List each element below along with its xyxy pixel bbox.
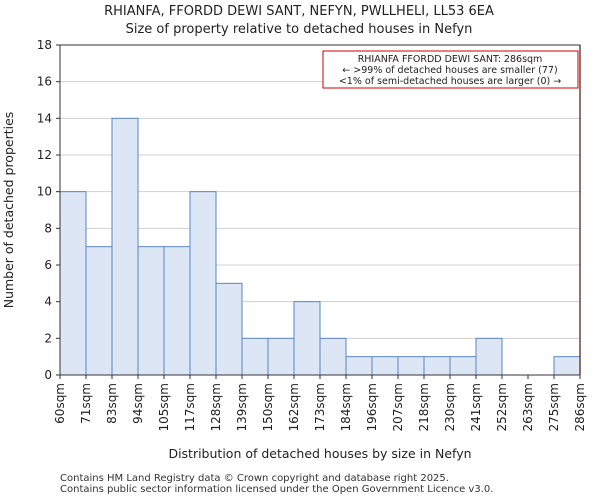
bar-139sqm: [241, 337, 269, 376]
bar-218sqm: [423, 356, 451, 376]
chart-title: RHIANFA, FFORDD DEWI SANT, NEFYN, PWLLHE…: [104, 4, 494, 19]
x-tick-label-105sqm: 105sqm: [157, 383, 171, 431]
x-tick-label-286sqm: 286sqm: [573, 383, 587, 431]
x-tick-label-263sqm: 263sqm: [521, 383, 535, 431]
y-tick-label-10: 10: [37, 185, 52, 199]
bar-94sqm: [137, 246, 165, 376]
y-tick-label-2: 2: [44, 331, 52, 345]
bar-162sqm: [293, 301, 321, 376]
x-tick-label-162sqm: 162sqm: [287, 383, 301, 431]
x-tick-label-71sqm: 71sqm: [79, 383, 93, 424]
annotation-line-2: ← >99% of detached houses are smaller (7…: [342, 65, 557, 76]
x-tick-label-173sqm: 173sqm: [313, 383, 327, 431]
y-axis-label: Number of detached properties: [1, 112, 16, 309]
bar-241sqm: [475, 337, 503, 376]
bar-184sqm: [345, 356, 373, 376]
bar-207sqm: [397, 356, 425, 376]
bar-60sqm: [59, 191, 87, 376]
y-tick-label-6: 6: [44, 258, 52, 272]
x-tick-label-241sqm: 241sqm: [469, 383, 483, 431]
chart-subtitle: Size of property relative to detached ho…: [126, 22, 473, 37]
x-tick-label-117sqm: 117sqm: [183, 383, 197, 431]
y-axis-ticks: 0 2 4 6 8 10 12 14 16 18: [37, 38, 60, 382]
y-tick-label-14: 14: [37, 111, 52, 125]
bar-128sqm: [215, 282, 243, 376]
y-tick-label-0: 0: [44, 368, 52, 382]
bar-230sqm: [449, 356, 477, 376]
footer-line-1: Contains HM Land Registry data © Crown c…: [60, 473, 449, 484]
x-tick-label-230sqm: 230sqm: [443, 383, 457, 431]
annotation-line-1: RHIANFA FFORDD DEWI SANT: 286sqm: [358, 54, 543, 65]
footer-line-2: Contains public sector information licen…: [60, 484, 494, 495]
x-tick-label-139sqm: 139sqm: [235, 383, 249, 431]
y-tick-label-12: 12: [37, 148, 52, 162]
annotation-border: [322, 50, 579, 89]
x-tick-label-218sqm: 218sqm: [417, 383, 431, 431]
bar-196sqm: [371, 356, 399, 376]
bar-83sqm: [111, 117, 139, 376]
x-axis-ticks: 60sqm 71sqm 83sqm 94sqm 105sqm 117sqm 128sqm 13…: [53, 375, 587, 431]
x-axis-label: Distribution of detached houses by size …: [168, 446, 471, 461]
bar-173sqm: [319, 337, 347, 376]
y-tick-label-8: 8: [44, 221, 52, 235]
bar-105sqm: [163, 246, 191, 376]
x-tick-label-94sqm: 94sqm: [131, 383, 145, 424]
x-tick-label-207sqm: 207sqm: [391, 383, 405, 431]
x-tick-label-83sqm: 83sqm: [105, 383, 119, 424]
x-tick-label-60sqm: 60sqm: [53, 383, 67, 424]
y-tick-label-18: 18: [37, 38, 52, 52]
annotation-box: RHIANFA FFORDD DEWI SANT: 286sqm ← >99% …: [322, 50, 579, 89]
y-tick-label-4: 4: [44, 295, 52, 309]
bar-71sqm: [85, 246, 113, 376]
x-tick-label-252sqm: 252sqm: [495, 383, 509, 431]
x-tick-label-150sqm: 150sqm: [261, 383, 275, 431]
x-tick-label-275sqm: 275sqm: [547, 383, 561, 431]
x-tick-label-184sqm: 184sqm: [339, 383, 353, 431]
annotation-line-3: <1% of semi-detached houses are larger (…: [339, 76, 561, 87]
x-tick-label-128sqm: 128sqm: [209, 383, 223, 431]
x-tick-label-196sqm: 196sqm: [365, 383, 379, 431]
bars: [59, 117, 581, 376]
bar-117sqm: [189, 191, 217, 376]
y-tick-label-16: 16: [37, 75, 52, 89]
bar-275sqm: [553, 356, 581, 376]
bar-150sqm: [267, 337, 295, 376]
